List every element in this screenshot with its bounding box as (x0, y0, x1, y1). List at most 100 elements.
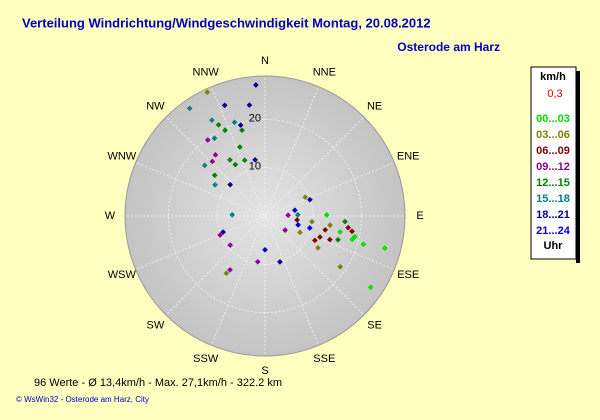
spoke (264, 116, 365, 217)
point (360, 241, 367, 248)
legend-entry: 18...21 (536, 209, 570, 221)
legend-entry: 09...12 (536, 161, 570, 173)
point (186, 105, 193, 112)
r-tick-label: 10 (249, 161, 261, 173)
point (345, 224, 352, 231)
direction-label: S (261, 365, 268, 377)
spoke (135, 161, 266, 217)
point (317, 234, 323, 240)
legend-shadow (576, 71, 580, 263)
direction-label: NE (367, 100, 382, 112)
point (306, 225, 313, 231)
calm-label: 0,3 (547, 88, 562, 100)
point (277, 259, 283, 265)
point (241, 157, 248, 164)
point (237, 144, 243, 150)
legend-box (530, 66, 577, 260)
point (246, 102, 253, 108)
point (237, 122, 244, 128)
spoke (210, 86, 266, 217)
point (212, 152, 219, 158)
direction-label: ESE (397, 269, 419, 281)
point (323, 212, 330, 218)
point (209, 158, 216, 165)
point (307, 196, 313, 203)
chart-subtitle: Osterode am Harz (397, 40, 500, 54)
direction-label: W (105, 210, 116, 222)
legend-entry: 00...03 (536, 113, 570, 125)
point (252, 157, 258, 163)
direction-label: WNW (107, 151, 136, 163)
direction-label: SSE (313, 353, 335, 365)
point (253, 82, 259, 88)
point (282, 227, 288, 233)
point (227, 181, 234, 188)
point (227, 242, 234, 248)
point (335, 236, 341, 243)
chart-title: Verteilung Windrichtung/Windgeschwindigk… (22, 15, 431, 30)
point (215, 121, 222, 128)
direction-label: SW (147, 320, 165, 332)
point (211, 172, 218, 179)
point (222, 127, 228, 134)
point (227, 157, 233, 163)
direction-label: SE (367, 320, 382, 332)
point (212, 181, 218, 188)
point (201, 162, 208, 169)
point (309, 218, 315, 225)
spoke (264, 86, 320, 217)
point (327, 236, 333, 243)
credit: © WsWin32 - Osterode am Harz, City (16, 395, 149, 404)
point (262, 246, 268, 253)
point (295, 222, 301, 228)
point (285, 212, 291, 219)
point (294, 212, 301, 218)
legend-entry: 15...18 (536, 193, 570, 205)
point (217, 232, 223, 238)
point (337, 229, 343, 235)
spoke (264, 215, 320, 346)
direction-label: NNW (193, 67, 220, 79)
direction-label: E (416, 210, 423, 222)
point (342, 218, 348, 225)
legend-footer: Uhr (544, 240, 564, 252)
direction-label: N (261, 55, 269, 67)
point (382, 245, 388, 251)
point (221, 102, 228, 109)
r-tick-label: 20 (249, 112, 261, 124)
point (349, 236, 356, 243)
point (312, 237, 318, 244)
point (227, 267, 233, 273)
point (297, 229, 303, 236)
spoke (135, 215, 266, 271)
direction-label: NW (146, 100, 165, 112)
direction-label: NNE (313, 67, 336, 79)
spoke (165, 215, 266, 316)
point (204, 137, 211, 143)
spoke (264, 161, 395, 217)
direction-label: WSW (108, 269, 137, 281)
point (367, 284, 374, 291)
point (294, 217, 300, 223)
point (327, 222, 333, 228)
spoke (264, 215, 365, 316)
point (322, 227, 329, 233)
footer: 96 Werte - Ø 13,4km/h - Max. 27,1km/h - … (34, 377, 282, 389)
point (302, 194, 309, 201)
spoke (210, 215, 266, 346)
point (232, 161, 239, 168)
spoke (264, 215, 395, 271)
spoke (165, 116, 266, 217)
point (337, 263, 344, 270)
legend-entry: 06...09 (536, 145, 570, 157)
point (223, 270, 230, 277)
legend-entry: 21...24 (536, 225, 571, 237)
point (231, 119, 238, 126)
legend-entry: 12...15 (536, 177, 570, 189)
direction-label: SSW (193, 353, 219, 365)
point (292, 207, 298, 214)
legend-title: km/h (540, 71, 566, 83)
point (239, 127, 245, 134)
point (229, 212, 236, 218)
